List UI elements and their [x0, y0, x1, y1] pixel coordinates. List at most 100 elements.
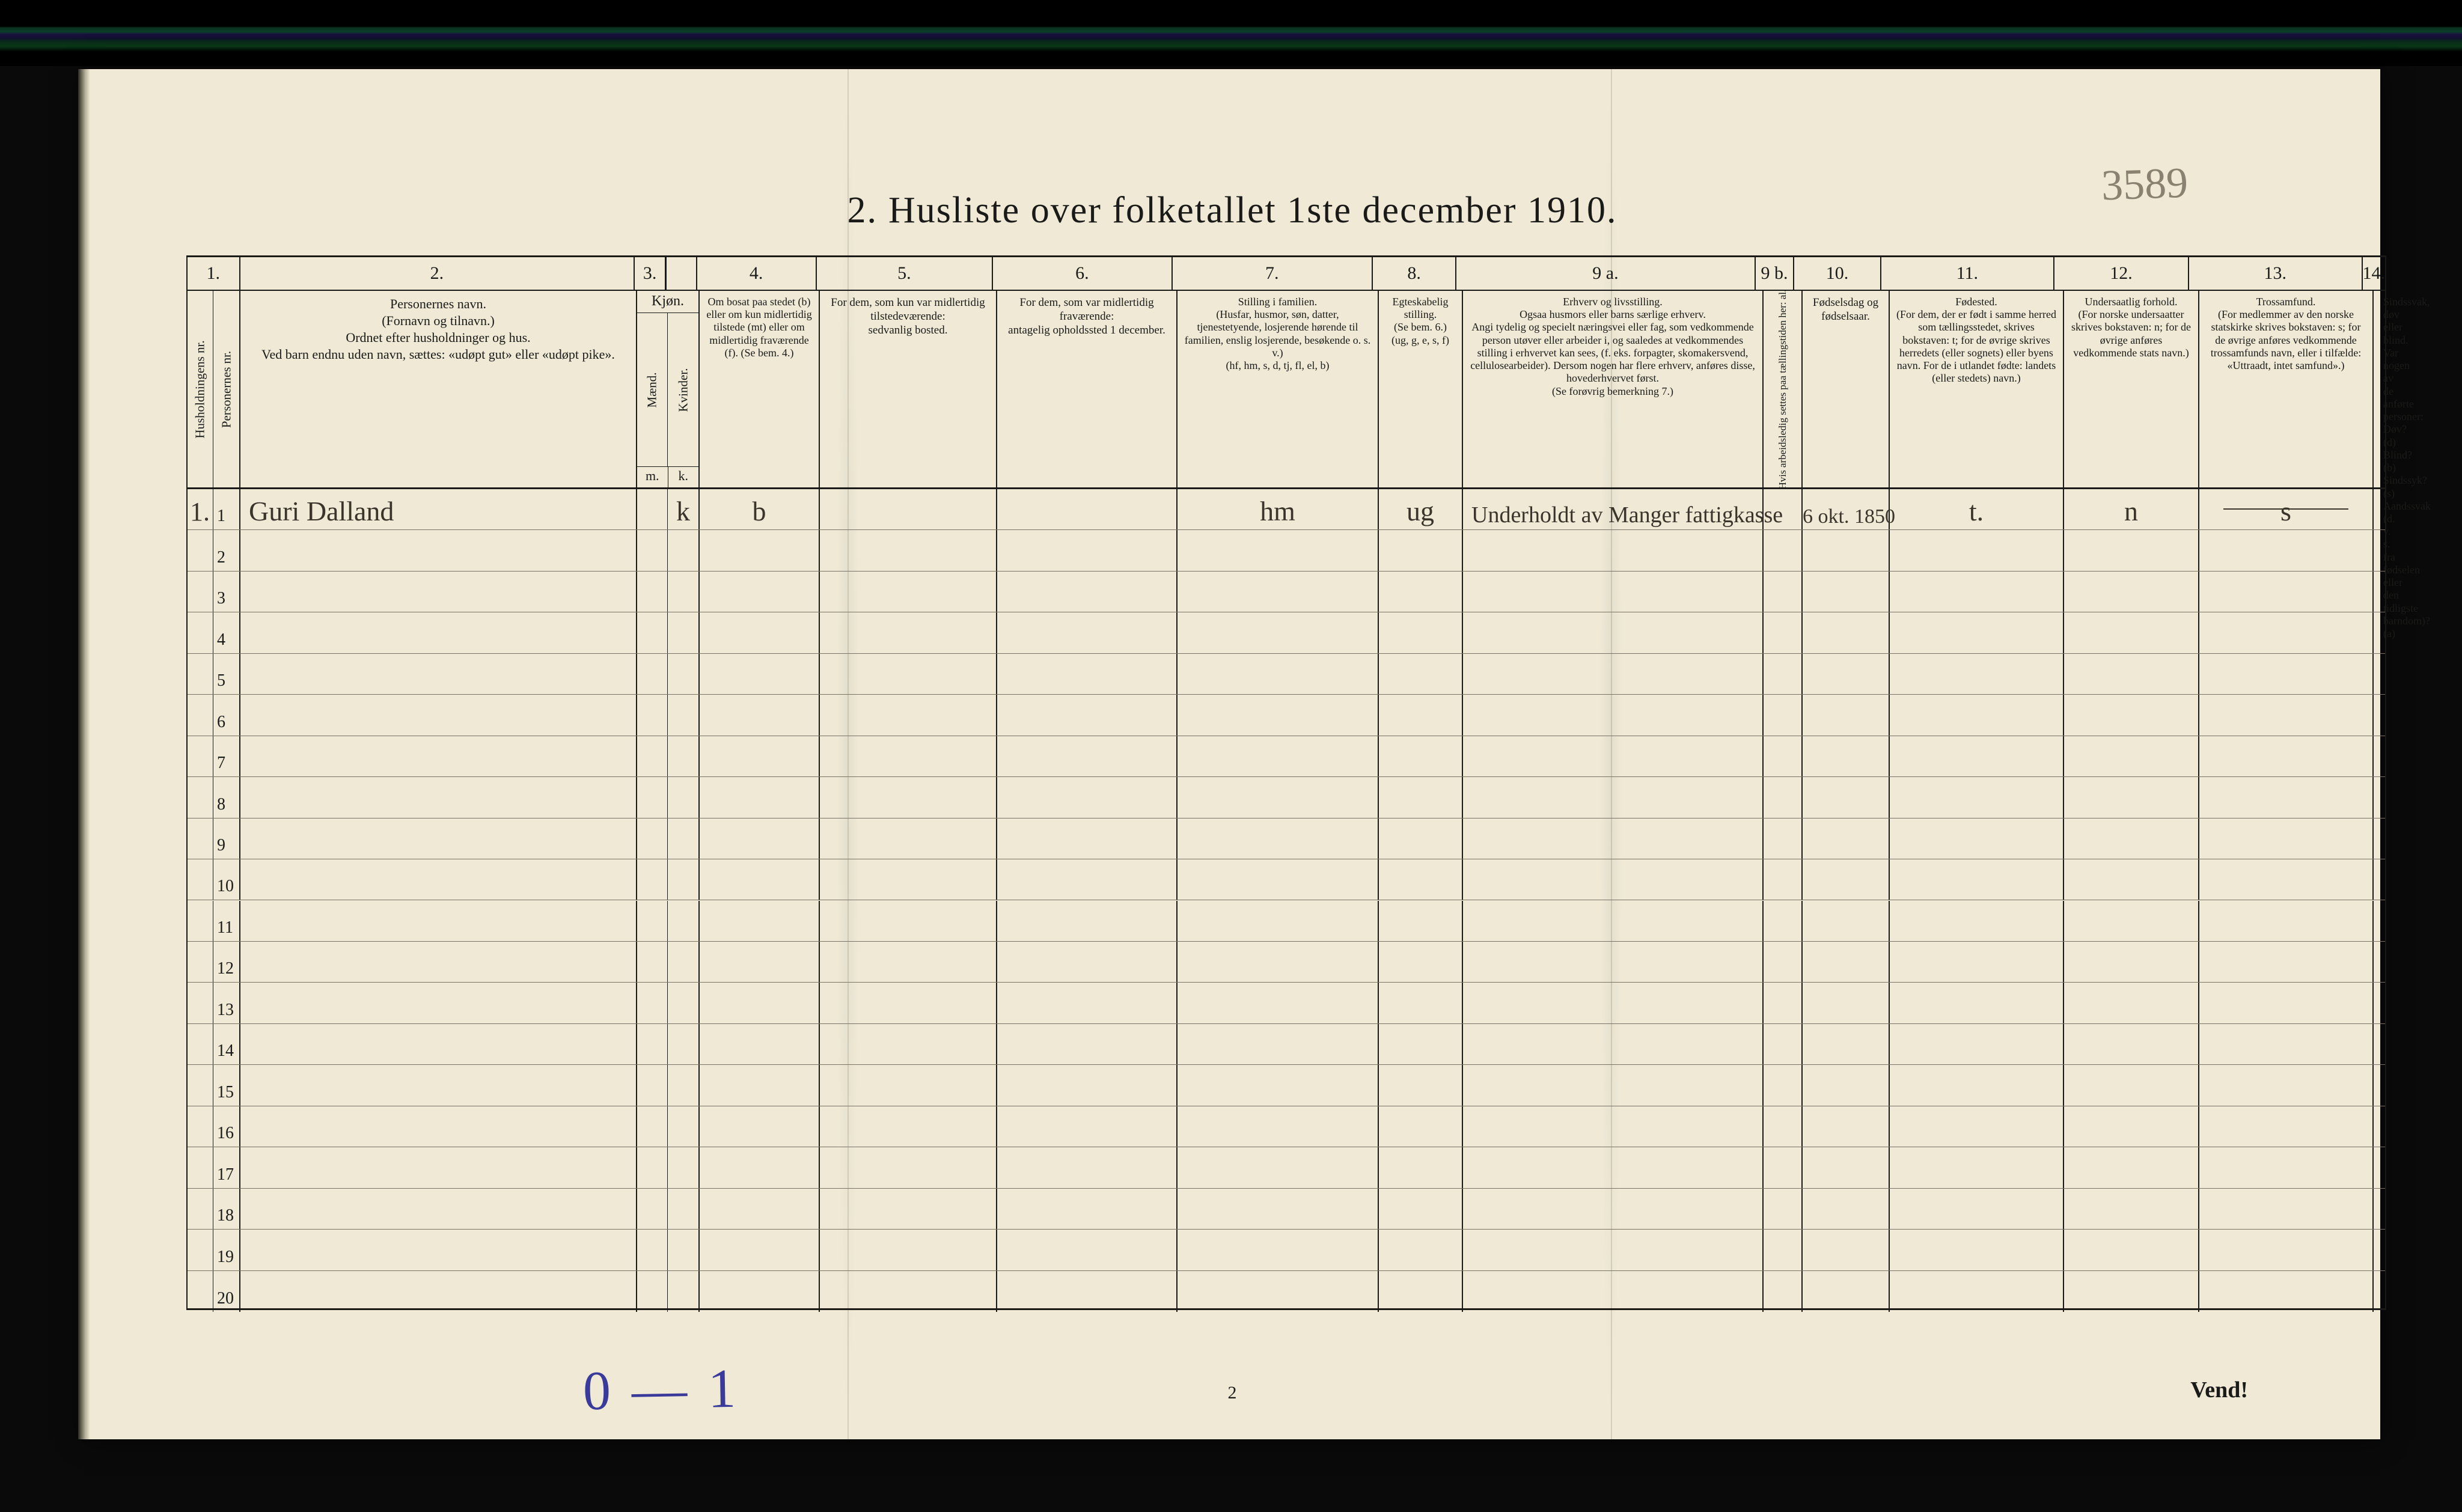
cell-col1: 11: [188, 901, 240, 941]
cell-stilling-familie: [1178, 572, 1379, 612]
cell-col1: 12: [188, 942, 240, 982]
cell-erhverv: [1463, 1024, 1764, 1064]
header-col12-text: Undersaatlig forhold. (For norske unders…: [2070, 296, 2192, 483]
cell-midlertidig-tilstede: [820, 654, 997, 694]
cell-name: [240, 1189, 637, 1229]
cell-hush-nr: [188, 901, 213, 941]
cell-name: [240, 818, 637, 859]
cell-sindssvak: [2374, 1024, 2385, 1064]
cell-kjon-k: [668, 777, 698, 817]
cell-egteskab: [1379, 1147, 1463, 1187]
handwritten-value: t.: [1890, 495, 2063, 527]
cell-fodested: [1890, 777, 2064, 817]
cell-kjon: [637, 736, 700, 776]
cell-name: [240, 530, 637, 570]
cell-arbeidsledig: [1764, 942, 1803, 982]
cell-bosat: [700, 695, 820, 735]
cell-stilling-familie: [1178, 777, 1379, 817]
cell-kjon: [637, 572, 700, 612]
cell-erhverv: [1463, 942, 1764, 982]
handwritten-value: hm: [1178, 495, 1378, 527]
cell-kjon-k: [668, 1271, 698, 1312]
cell-pers-nr: 17: [213, 1147, 239, 1187]
cell-kjon-k: [668, 572, 698, 612]
cell-stilling-familie: [1178, 1271, 1379, 1312]
cell-pers-nr: 6: [213, 695, 239, 735]
header-col9a-text: Erhverv og livsstilling. Ogsaa husmors e…: [1469, 296, 1756, 483]
header-col6-text: For dem, som var midlertidig fraværende:…: [1003, 296, 1170, 483]
cell-fodsel: [1803, 1230, 1890, 1270]
cell-bosat: [700, 859, 820, 900]
cell-fodsel: [1803, 1147, 1890, 1187]
header-col9a: Erhverv og livsstilling. Ogsaa husmors e…: [1463, 291, 1764, 487]
cell-sindssvak: [2374, 1106, 2385, 1147]
cell-fodested: [1890, 942, 2064, 982]
cell-pers-nr: 15: [213, 1065, 239, 1105]
cell-stilling-familie: [1178, 1230, 1379, 1270]
cell-trossamfund: [2199, 818, 2374, 859]
cell-midlertidig-tilstede: [820, 695, 997, 735]
cell-egteskab: [1379, 901, 1463, 941]
cell-trossamfund: [2199, 695, 2374, 735]
cell-undersaat: [2064, 942, 2199, 982]
cell-fodsel: [1803, 1065, 1890, 1105]
handwritten-value: ug: [1379, 495, 1462, 527]
cell-trossamfund: [2199, 942, 2374, 982]
row-number: 14: [217, 1041, 234, 1061]
header-col11: Fødested. (For dem, der er født i samme …: [1890, 291, 2064, 487]
cell-kjon-k: [668, 654, 698, 694]
cell-name: [240, 572, 637, 612]
cell-midlertidig-fravaer: [997, 1147, 1178, 1187]
cell-undersaat: [2064, 901, 2199, 941]
row-number: 6: [217, 713, 225, 732]
cell-undersaat: [2064, 818, 2199, 859]
cell-hush-nr: [188, 983, 213, 1023]
cell-kjon-m: [637, 1271, 668, 1312]
cell-hush-nr: [188, 777, 213, 817]
row-number: 3: [217, 589, 225, 608]
cell-pers-nr: 1: [213, 489, 239, 529]
cell-pers-nr: 16: [213, 1106, 239, 1147]
cell-fodested: [1890, 983, 2064, 1023]
cell-kjon-k: [668, 1189, 698, 1229]
footer-vend: Vend!: [2190, 1377, 2248, 1403]
cell-fodsel: [1803, 654, 1890, 694]
row-number: 2: [217, 548, 225, 567]
cell-midlertidig-fravaer: [997, 489, 1178, 529]
handwritten-value: 1.: [190, 496, 208, 527]
cell-trossamfund: [2199, 1230, 2374, 1270]
colnum-2: 2.: [240, 257, 635, 290]
header-col10-text: Fødselsdag og fødselsaar.: [1809, 296, 1883, 483]
cell-midlertidig-fravaer: [997, 695, 1178, 735]
cell-name: [240, 736, 637, 776]
cell-midlertidig-fravaer: [997, 1106, 1178, 1147]
cell-undersaat: [2064, 859, 2199, 900]
cell-fodsel: [1803, 612, 1890, 653]
cell-fodested: [1890, 695, 2064, 735]
cell-fodsel: [1803, 1189, 1890, 1229]
header-col9b: Hvis arbeidsledig settes paa tællingstid…: [1764, 291, 1803, 487]
cell-col1: 18: [188, 1189, 240, 1229]
cell-name: [240, 612, 637, 653]
cell-sindssvak: [2374, 942, 2385, 982]
cell-arbeidsledig: [1764, 901, 1803, 941]
header-col11-text: Fødested. (For dem, der er født i samme …: [1896, 296, 2057, 483]
header-col3-k: k.: [668, 467, 699, 487]
header-col5: For dem, som kun var midlertidig tilsted…: [820, 291, 997, 487]
cell-midlertidig-tilstede: [820, 530, 997, 570]
cell-name: [240, 942, 637, 982]
header-col13: Trossamfund. (For medlemmer av den norsk…: [2199, 291, 2374, 487]
cell-erhverv: [1463, 654, 1764, 694]
cell-midlertidig-fravaer: [997, 572, 1178, 612]
cell-kjon-k: [668, 1230, 698, 1270]
cell-stilling-familie: [1178, 983, 1379, 1023]
cell-undersaat: [2064, 1230, 2199, 1270]
cell-fodested: [1890, 1147, 2064, 1187]
row-number: 8: [217, 795, 225, 814]
cell-pers-nr: 10: [213, 859, 239, 900]
cell-kjon-m: [637, 1189, 668, 1229]
cell-fodsel: [1803, 983, 1890, 1023]
cell-hush-nr: [188, 1106, 213, 1147]
row-number: 1: [217, 507, 225, 526]
cell-undersaat: [2064, 1024, 2199, 1064]
